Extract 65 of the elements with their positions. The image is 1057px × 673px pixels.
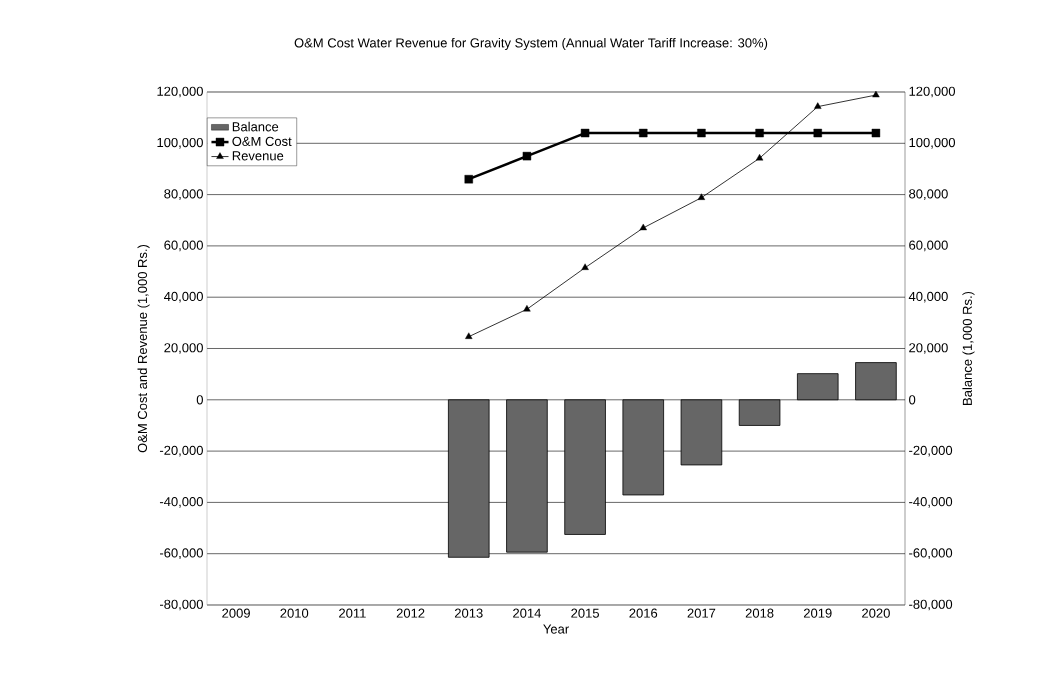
y-tick-label: 0 xyxy=(196,395,203,405)
point xyxy=(465,332,473,339)
x-tick-label: 2018 xyxy=(745,608,774,618)
y-tick-label: -60,000 xyxy=(159,548,203,560)
y2-tick-label: -40,000 xyxy=(909,497,953,508)
point xyxy=(464,175,473,184)
legend-label: Balance xyxy=(232,121,279,132)
x-tick-label: 2009 xyxy=(222,608,250,618)
bar xyxy=(855,362,897,401)
point xyxy=(755,153,764,161)
y2-tick-label: 0 xyxy=(909,395,916,405)
x-tick-label: 2019 xyxy=(803,608,832,618)
bar xyxy=(448,399,490,558)
y-tick-label: 120,000 xyxy=(157,86,203,98)
point xyxy=(813,128,822,138)
x-tick-label: 2010 xyxy=(280,608,309,618)
y-tick-label: -40,000 xyxy=(159,497,203,508)
y2-tick-label: 120,000 xyxy=(909,86,956,98)
y-tick-label: 80,000 xyxy=(164,189,203,200)
y2-tick-label: 60,000 xyxy=(909,240,948,252)
point xyxy=(872,90,880,98)
bar xyxy=(564,399,606,535)
legend-label: Revenue xyxy=(232,151,284,161)
point xyxy=(755,128,764,138)
bar xyxy=(797,373,839,401)
y-axis-title: O&M Cost and Revenue (1,000 Rs.) xyxy=(137,244,150,453)
y-tick-label: 60,000 xyxy=(164,240,203,252)
x-tick-label: 2012 xyxy=(396,608,425,618)
y2-tick-label: 80,000 xyxy=(909,189,948,200)
bar xyxy=(738,399,781,426)
chart-title: O&M Cost Water Revenue for Gravity System (Annual Water Tariff Increase: 30%) xyxy=(294,37,768,51)
y-tick-label: 40,000 xyxy=(164,291,203,303)
point xyxy=(814,102,822,109)
point xyxy=(522,151,532,161)
bar xyxy=(622,399,665,496)
y-tick-label: -20,000 xyxy=(159,445,203,457)
x-axis-title: Year xyxy=(543,624,569,634)
bar xyxy=(680,399,723,466)
x-tick-label: 2013 xyxy=(454,608,483,618)
point xyxy=(639,223,647,231)
y2-tick-label: -80,000 xyxy=(909,599,953,611)
x-tick-label: 2020 xyxy=(862,608,890,618)
legend-label: O&M Cost xyxy=(232,136,292,146)
y2-tick-label: -20,000 xyxy=(909,445,953,457)
point xyxy=(697,193,706,200)
x-tick-label: 2017 xyxy=(687,608,716,618)
point xyxy=(639,128,648,138)
y-tick-label: 100,000 xyxy=(157,137,203,149)
point xyxy=(523,305,531,312)
x-tick-label: 2015 xyxy=(571,608,599,618)
y-tick-label: -80,000 xyxy=(159,599,203,611)
y2-tick-label: 40,000 xyxy=(908,291,948,303)
y2-tick-label: 100,000 xyxy=(909,137,956,149)
x-tick-label: 2011 xyxy=(339,608,366,618)
y2-tick-label: -60,000 xyxy=(909,548,953,560)
y2-axis-title: Balance (1,000 Rs.) xyxy=(962,291,975,405)
point xyxy=(580,128,590,138)
x-tick-label: 2014 xyxy=(513,608,541,618)
y2-tick-label: 20,000 xyxy=(909,343,948,354)
point xyxy=(581,263,589,270)
y-tick-label: 20,000 xyxy=(164,343,203,354)
bar xyxy=(506,399,548,553)
point xyxy=(697,128,706,138)
point xyxy=(871,128,881,138)
x-tick-label: 2016 xyxy=(629,608,658,618)
